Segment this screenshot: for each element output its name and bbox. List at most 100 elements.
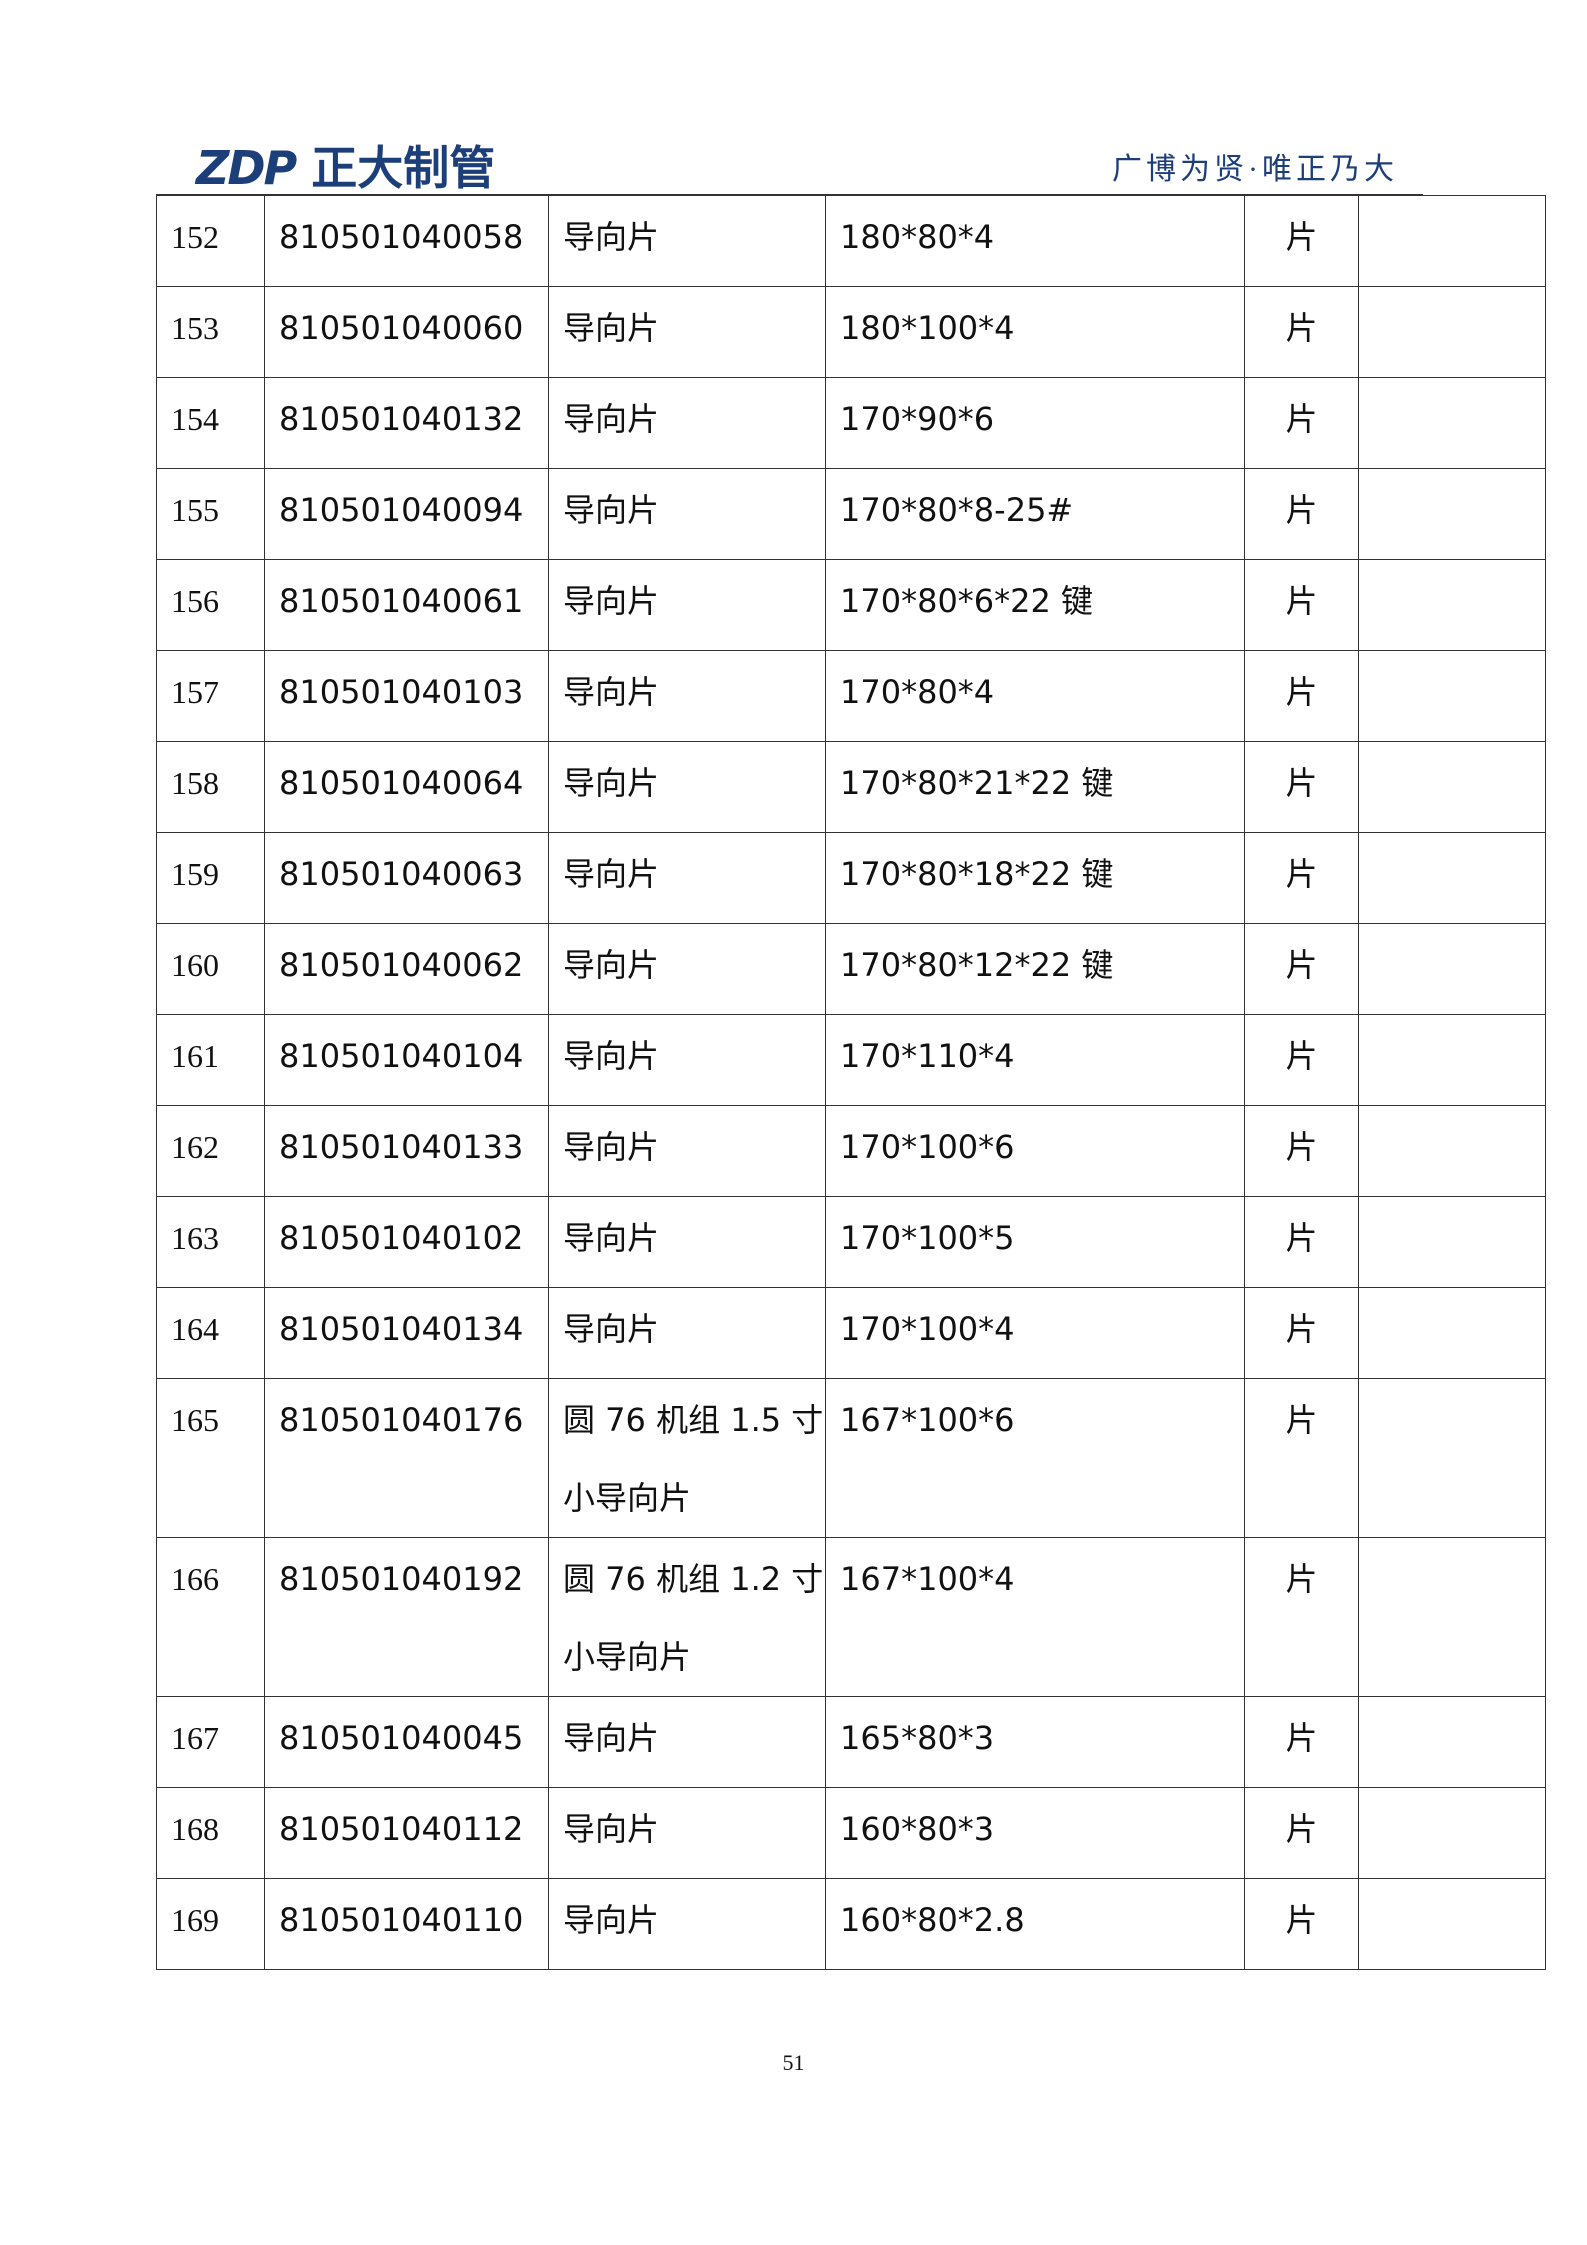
remark-cell	[1358, 559, 1546, 651]
remark-cell	[1358, 741, 1546, 833]
table-row: 168 810501040112 导向片 160*80*3 片	[156, 1787, 1546, 1879]
part-code: 810501040176	[264, 1378, 549, 1538]
spec: 160*80*3	[825, 1787, 1245, 1879]
remark-cell	[1358, 377, 1546, 469]
table-row: 164 810501040134 导向片 170*100*4 片	[156, 1287, 1546, 1379]
part-code: 810501040103	[264, 650, 549, 742]
part-code: 810501040063	[264, 832, 549, 924]
remark-cell	[1358, 832, 1546, 924]
part-code: 810501040110	[264, 1878, 549, 1970]
spec: 170*100*6	[825, 1105, 1245, 1197]
part-name: 导向片	[548, 559, 826, 651]
table-row: 163 810501040102 导向片 170*100*5 片	[156, 1196, 1546, 1288]
page-number: 51	[782, 2050, 805, 2075]
part-code: 810501040060	[264, 286, 549, 378]
unit: 片	[1244, 286, 1359, 378]
remark-cell	[1358, 1287, 1546, 1379]
remark-cell	[1358, 1537, 1546, 1697]
table-row: 159 810501040063 导向片 170*80*18*22 键片	[156, 832, 1546, 924]
part-code: 810501040132	[264, 377, 549, 469]
table-row: 158 810501040064 导向片 170*80*21*22 键片	[156, 741, 1546, 833]
part-name: 导向片	[548, 832, 826, 924]
row-number: 169	[156, 1878, 265, 1970]
part-name: 圆 76 机组 1.5 寸小导向片	[548, 1378, 826, 1538]
unit: 片	[1244, 1105, 1359, 1197]
row-number: 154	[156, 377, 265, 469]
part-code: 810501040104	[264, 1014, 549, 1106]
part-name: 导向片	[548, 1287, 826, 1379]
logo: ZDP 正大制管	[196, 132, 495, 198]
row-number: 163	[156, 1196, 265, 1288]
table-row: 160 810501040062 导向片 170*80*12*22 键片	[156, 923, 1546, 1015]
part-name: 导向片	[548, 650, 826, 742]
remark-cell	[1358, 923, 1546, 1015]
table-row: 153 810501040060 导向片 180*100*4 片	[156, 286, 1546, 378]
part-code: 810501040062	[264, 923, 549, 1015]
part-code: 810501040045	[264, 1696, 549, 1788]
row-number: 167	[156, 1696, 265, 1788]
row-number: 157	[156, 650, 265, 742]
table-row: 162 810501040133 导向片 170*100*6 片	[156, 1105, 1546, 1197]
spec: 170*80*8-25#	[825, 468, 1245, 560]
spec: 167*100*6	[825, 1378, 1245, 1538]
spec: 170*80*18*22 键	[825, 832, 1245, 924]
unit: 片	[1244, 1287, 1359, 1379]
table-row: 166 810501040192 圆 76 机组 1.2 寸小导向片 167*100*…	[156, 1537, 1546, 1697]
remark-cell	[1358, 1196, 1546, 1288]
part-code: 810501040192	[264, 1537, 549, 1697]
remark-cell	[1358, 1878, 1546, 1970]
table-row: 167 810501040045 导向片 165*80*3 片	[156, 1696, 1546, 1788]
unit: 片	[1244, 195, 1359, 287]
spec: 167*100*4	[825, 1537, 1245, 1697]
part-name: 导向片	[548, 1787, 826, 1879]
row-number: 158	[156, 741, 265, 833]
spec: 170*100*5	[825, 1196, 1245, 1288]
table-row: 156 810501040061 导向片 170*80*6*22 键片	[156, 559, 1546, 651]
spec: 170*90*6	[825, 377, 1245, 469]
unit: 片	[1244, 559, 1359, 651]
unit: 片	[1244, 923, 1359, 1015]
row-number: 152	[156, 195, 265, 287]
spec: 180*100*4	[825, 286, 1245, 378]
unit: 片	[1244, 1537, 1359, 1697]
unit: 片	[1244, 650, 1359, 742]
spec: 170*80*6*22 键	[825, 559, 1245, 651]
part-code: 810501040112	[264, 1787, 549, 1879]
spec: 170*80*4	[825, 650, 1245, 742]
spec: 180*80*4	[825, 195, 1245, 287]
row-number: 153	[156, 286, 265, 378]
part-code: 810501040133	[264, 1105, 549, 1197]
part-code: 810501040102	[264, 1196, 549, 1288]
row-number: 156	[156, 559, 265, 651]
remark-cell	[1358, 1105, 1546, 1197]
table-row: 152 810501040058 导向片 180*80*4 片	[156, 195, 1546, 287]
unit: 片	[1244, 832, 1359, 924]
remark-cell	[1358, 286, 1546, 378]
row-number: 155	[156, 468, 265, 560]
row-number: 161	[156, 1014, 265, 1106]
logo-mark: ZDP	[196, 141, 297, 195]
table-row: 157 810501040103 导向片 170*80*4 片	[156, 650, 1546, 742]
spec: 170*110*4	[825, 1014, 1245, 1106]
part-code: 810501040061	[264, 559, 549, 651]
part-name: 导向片	[548, 195, 826, 287]
unit: 片	[1244, 1196, 1359, 1288]
unit: 片	[1244, 377, 1359, 469]
row-number: 159	[156, 832, 265, 924]
part-name: 导向片	[548, 1014, 826, 1106]
unit: 片	[1244, 468, 1359, 560]
parts-table: 152 810501040058 导向片 180*80*4 片 153 8105010400…	[156, 195, 1546, 1970]
spec: 165*80*3	[825, 1696, 1245, 1788]
remark-cell	[1358, 1378, 1546, 1538]
part-code: 810501040134	[264, 1287, 549, 1379]
part-name: 导向片	[548, 741, 826, 833]
unit: 片	[1244, 1014, 1359, 1106]
table-row: 165 810501040176 圆 76 机组 1.5 寸小导向片 167*100*…	[156, 1378, 1546, 1538]
part-name: 导向片	[548, 286, 826, 378]
unit: 片	[1244, 741, 1359, 833]
table-row: 169 810501040110 导向片 160*80*2.8 片	[156, 1878, 1546, 1970]
part-name: 导向片	[548, 377, 826, 469]
remark-cell	[1358, 1787, 1546, 1879]
spec: 170*80*12*22 键	[825, 923, 1245, 1015]
part-name: 导向片	[548, 468, 826, 560]
